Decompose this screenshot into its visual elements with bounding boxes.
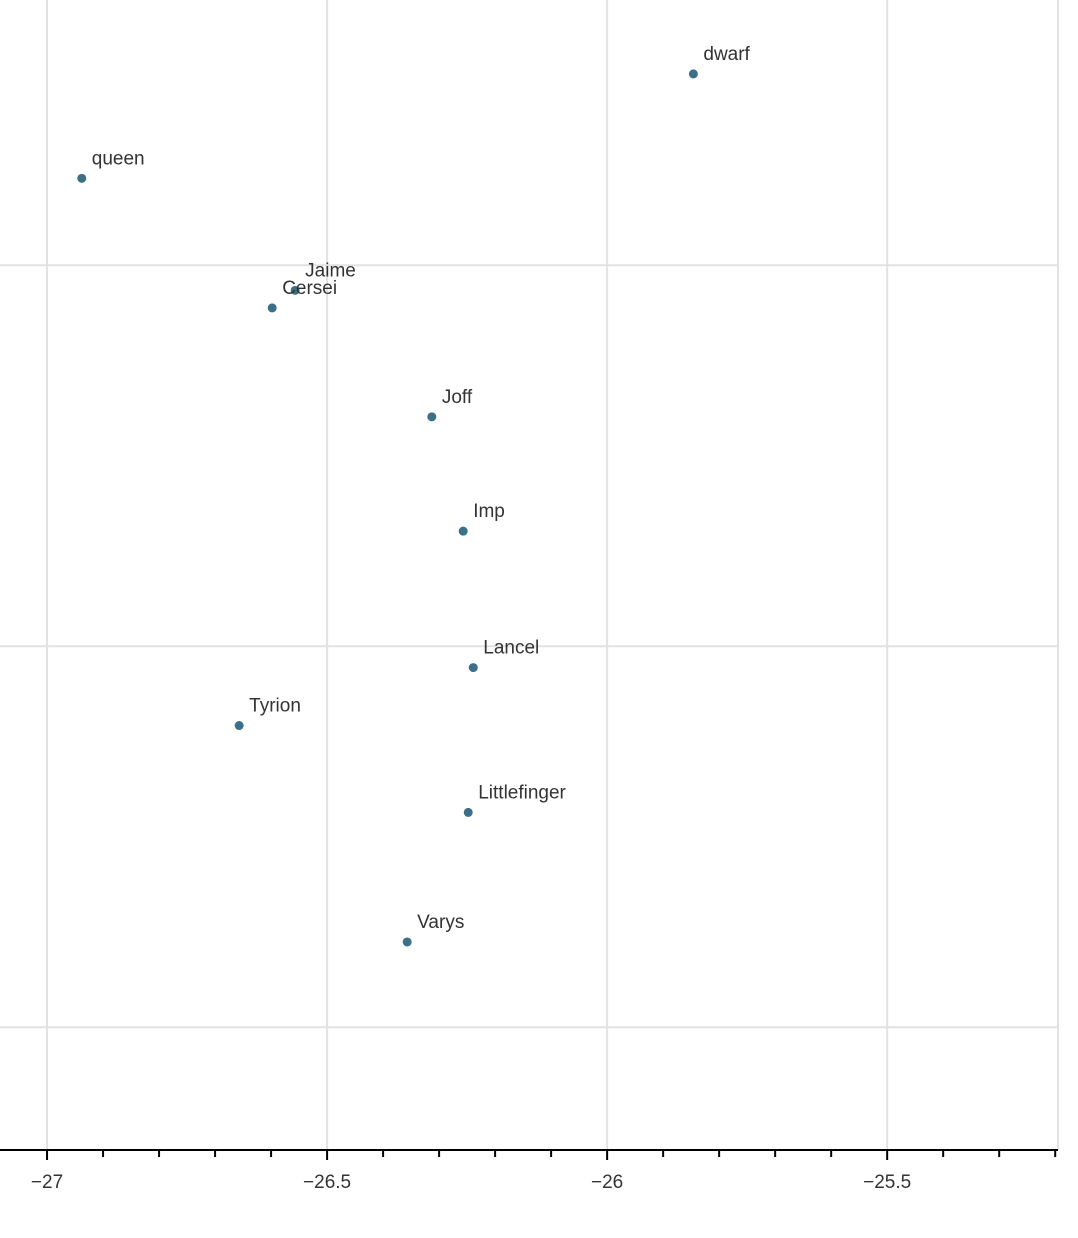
point xyxy=(468,663,478,673)
point-label: Tyrion xyxy=(249,696,301,717)
point-label: Imp xyxy=(473,501,505,522)
point xyxy=(458,526,468,536)
point xyxy=(234,721,244,731)
point-label: Lancel xyxy=(483,638,539,659)
point-label: dwarf xyxy=(703,44,750,65)
x-tick-label: −26 xyxy=(591,1172,623,1193)
point xyxy=(688,69,698,79)
point-label: Jaime xyxy=(305,260,356,281)
point xyxy=(290,285,300,295)
point xyxy=(267,303,277,313)
point-label: queen xyxy=(92,148,145,169)
point xyxy=(402,937,412,947)
point-label: Littlefinger xyxy=(478,782,566,803)
x-tick-label: −27 xyxy=(31,1172,63,1193)
point xyxy=(463,807,473,817)
point xyxy=(427,412,437,422)
x-tick-label: −26.5 xyxy=(303,1172,351,1193)
point xyxy=(77,173,87,183)
point-label: Joff xyxy=(442,387,473,408)
point-label: Varys xyxy=(417,912,464,933)
point-label: Cersei xyxy=(282,278,337,299)
x-tick-label: −25.5 xyxy=(863,1172,911,1193)
